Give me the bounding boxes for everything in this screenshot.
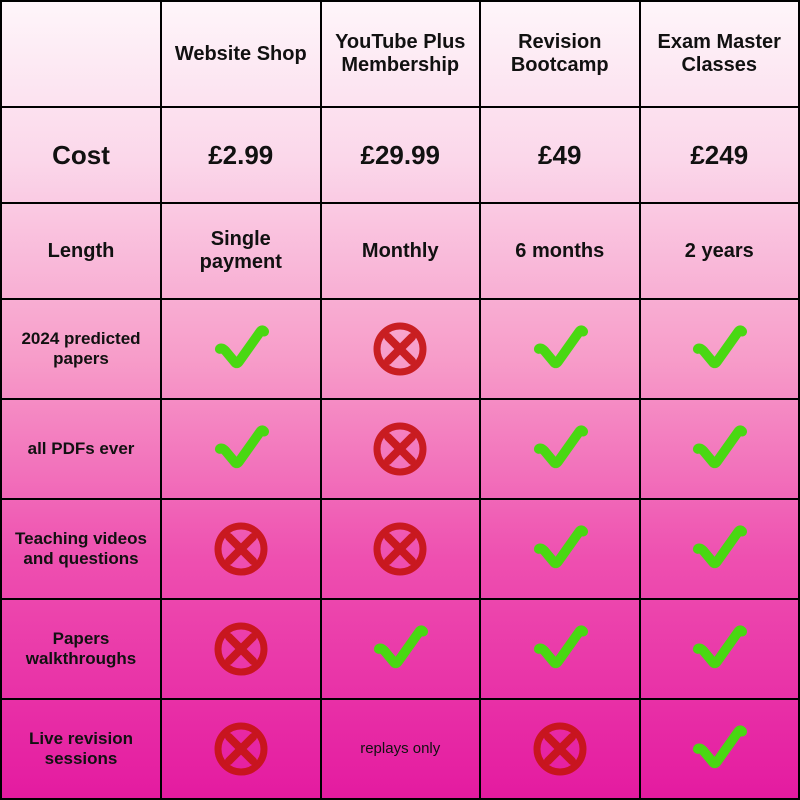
check-icon	[690, 420, 748, 478]
feature-cell	[640, 499, 800, 599]
length-exam-master: 2 years	[640, 203, 800, 299]
feature-cell	[321, 299, 481, 399]
feature-cell	[161, 499, 321, 599]
feature-label: Teaching videos and questions	[1, 499, 161, 599]
feature-cell	[161, 399, 321, 499]
cross-icon	[212, 520, 270, 578]
feature-row-walkthroughs: Papers walkthroughs	[1, 599, 799, 699]
length-youtube-plus: Monthly	[321, 203, 481, 299]
cross-icon	[531, 720, 589, 778]
feature-row-predicted-2024: 2024 predicted papers	[1, 299, 799, 399]
check-icon	[531, 420, 589, 478]
plan-header-website-shop: Website Shop	[161, 1, 321, 107]
feature-cell	[480, 699, 640, 799]
row-label-cost: Cost	[1, 107, 161, 203]
feature-cell	[480, 499, 640, 599]
feature-cell	[161, 299, 321, 399]
plan-header-exam-master: Exam Master Classes	[640, 1, 800, 107]
cost-revision-boot: £49	[480, 107, 640, 203]
check-icon	[690, 720, 748, 778]
feature-label: all PDFs ever	[1, 399, 161, 499]
feature-cell	[161, 699, 321, 799]
feature-cell	[640, 299, 800, 399]
feature-cell	[321, 399, 481, 499]
feature-cell	[321, 499, 481, 599]
check-icon	[690, 520, 748, 578]
check-icon	[690, 320, 748, 378]
check-icon	[531, 620, 589, 678]
cost-row: Cost £2.99 £29.99 £49 £249	[1, 107, 799, 203]
header-empty	[1, 1, 161, 107]
check-icon	[212, 320, 270, 378]
feature-cell	[161, 599, 321, 699]
feature-cell	[640, 599, 800, 699]
check-icon	[531, 520, 589, 578]
feature-cell	[321, 599, 481, 699]
feature-cell	[480, 599, 640, 699]
feature-note: replays only	[360, 740, 440, 757]
length-row: Length Single payment Monthly 6 months 2…	[1, 203, 799, 299]
cost-website-shop: £2.99	[161, 107, 321, 203]
cost-exam-master: £249	[640, 107, 800, 203]
check-icon	[371, 620, 429, 678]
cost-youtube-plus: £29.99	[321, 107, 481, 203]
feature-cell: replays only	[321, 699, 481, 799]
length-website-shop: Single payment	[161, 203, 321, 299]
row-label-length: Length	[1, 203, 161, 299]
comparison-table-container: Website Shop YouTube Plus Membership Rev…	[0, 0, 800, 800]
feature-label: Papers walkthroughs	[1, 599, 161, 699]
feature-row-teaching-videos: Teaching videos and questions	[1, 499, 799, 599]
comparison-table: Website Shop YouTube Plus Membership Rev…	[0, 0, 800, 800]
cross-icon	[212, 720, 270, 778]
cross-icon	[371, 420, 429, 478]
check-icon	[690, 620, 748, 678]
feature-cell	[480, 399, 640, 499]
check-icon	[531, 320, 589, 378]
cross-icon	[371, 320, 429, 378]
plan-header-revision-boot: Revision Bootcamp	[480, 1, 640, 107]
feature-cell	[640, 699, 800, 799]
feature-row-all-pdfs: all PDFs ever	[1, 399, 799, 499]
feature-label: 2024 predicted papers	[1, 299, 161, 399]
cross-icon	[212, 620, 270, 678]
feature-label: Live revision sessions	[1, 699, 161, 799]
feature-row-live-sessions: Live revision sessions replays only	[1, 699, 799, 799]
length-revision-boot: 6 months	[480, 203, 640, 299]
header-row: Website Shop YouTube Plus Membership Rev…	[1, 1, 799, 107]
feature-cell	[640, 399, 800, 499]
plan-header-youtube-plus: YouTube Plus Membership	[321, 1, 481, 107]
check-icon	[212, 420, 270, 478]
cross-icon	[371, 520, 429, 578]
feature-cell	[480, 299, 640, 399]
